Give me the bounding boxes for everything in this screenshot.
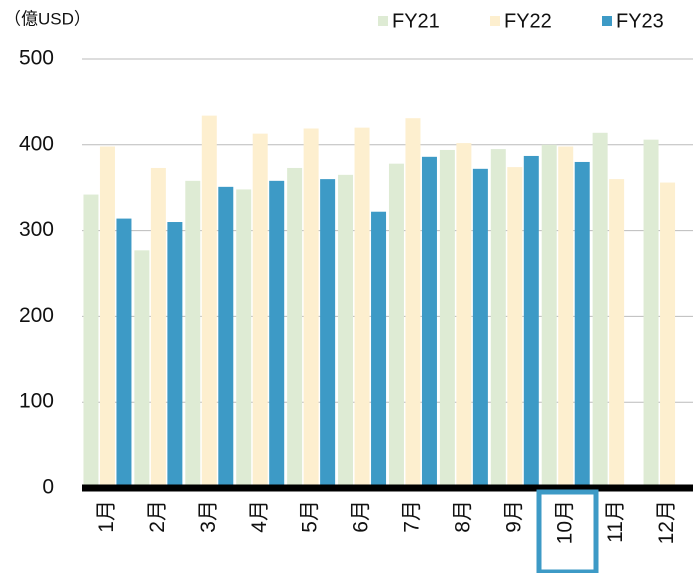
bar	[439, 149, 455, 488]
bar	[134, 250, 150, 488]
bar	[83, 194, 99, 488]
bar	[558, 146, 574, 489]
bar	[523, 155, 539, 489]
bar	[269, 180, 285, 488]
legend-label: FY21	[392, 10, 440, 32]
bar	[643, 139, 659, 489]
bar	[185, 180, 201, 488]
legend-label: FY23	[616, 10, 664, 32]
bar	[574, 161, 590, 488]
bar	[592, 132, 608, 488]
bar	[354, 127, 370, 488]
bar	[456, 143, 472, 489]
x-tick-label: 7月	[401, 500, 424, 533]
bar	[472, 168, 488, 488]
y-tick-label: 300	[19, 218, 54, 241]
selected-category-highlight[interactable]	[536, 489, 599, 573]
bar	[421, 156, 437, 488]
bar	[388, 163, 404, 488]
bar	[116, 218, 132, 488]
bar	[167, 222, 183, 488]
bar	[99, 146, 115, 489]
x-tick-label: 6月	[350, 500, 373, 533]
bar	[660, 182, 676, 488]
legend-swatch	[602, 16, 612, 26]
bar	[490, 149, 506, 488]
x-tick-label: 8月	[451, 500, 474, 533]
bar	[541, 144, 557, 489]
legend-swatch	[490, 16, 500, 26]
y-tick-label: 500	[19, 47, 54, 70]
legend-swatch	[378, 16, 388, 26]
x-tick-label: 11月	[604, 500, 627, 543]
bar	[507, 167, 523, 488]
bar	[303, 128, 319, 489]
bar	[201, 115, 217, 489]
bar	[405, 118, 421, 489]
bar	[609, 179, 625, 488]
x-tick-label: 12月	[655, 500, 678, 544]
bar	[338, 174, 354, 488]
bar	[236, 189, 252, 488]
x-tick-label: 2月	[146, 500, 169, 533]
y-tick-label: 200	[19, 304, 54, 327]
x-tick-label: 3月	[197, 500, 220, 533]
bar	[371, 211, 387, 488]
legend-label: FY22	[504, 10, 552, 32]
x-tick-label: 9月	[502, 500, 525, 533]
x-tick-label: 10月	[553, 500, 576, 544]
x-tick-label: 5月	[299, 500, 322, 533]
y-tick-label: 0	[42, 476, 54, 499]
chart-title: （億USD）	[4, 9, 91, 28]
bar	[287, 167, 303, 488]
bar	[320, 179, 336, 488]
bar	[150, 167, 166, 488]
y-tick-label: 400	[19, 132, 54, 155]
x-tick-label: 1月	[95, 500, 118, 533]
bar	[218, 186, 234, 489]
x-tick-label: 4月	[248, 500, 271, 533]
bar	[252, 133, 268, 488]
y-tick-label: 100	[19, 390, 54, 413]
